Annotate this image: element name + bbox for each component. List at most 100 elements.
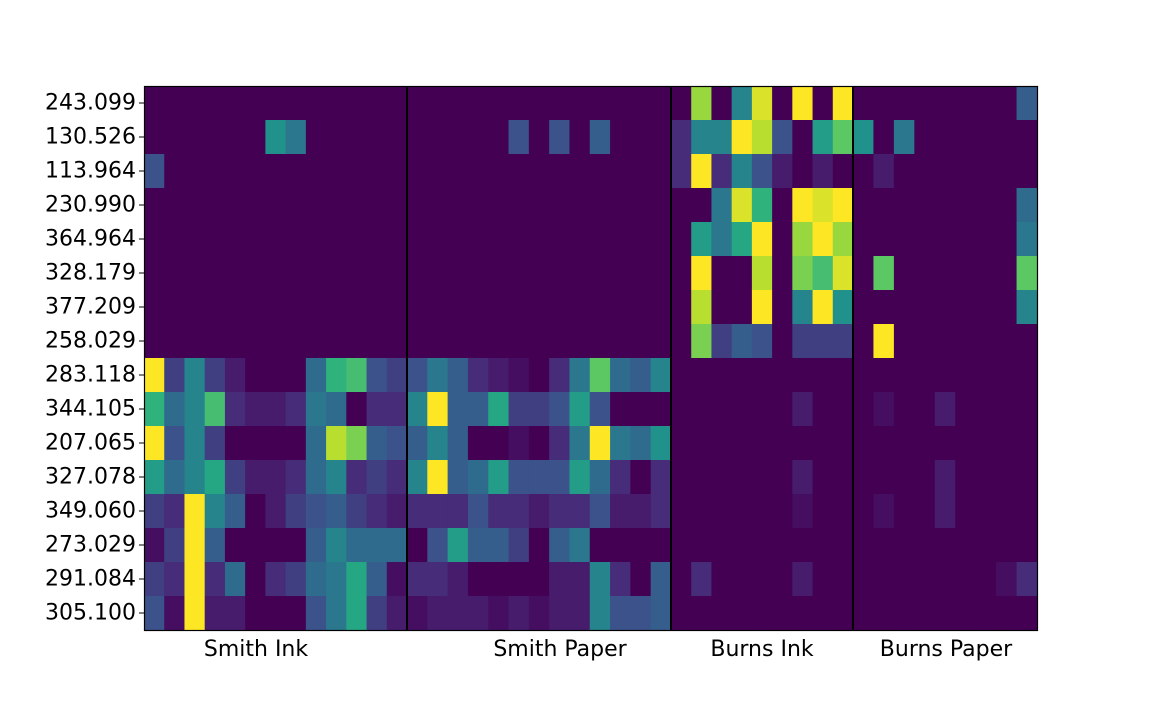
heatmap-cell — [285, 596, 307, 631]
heatmap-cell — [184, 562, 206, 597]
heatmap-cell — [549, 290, 571, 325]
heatmap-cell — [630, 426, 652, 461]
heatmap-cell — [285, 120, 307, 155]
heatmap-cell — [772, 596, 793, 631]
heatmap-cell — [427, 596, 449, 631]
heatmap-cell — [224, 460, 246, 495]
heatmap-cell — [832, 392, 854, 427]
heatmap-cell — [144, 528, 165, 563]
heatmap-cell — [265, 562, 287, 597]
heatmap-cell — [326, 256, 347, 291]
heatmap-cell — [731, 460, 753, 495]
heatmap-cell — [224, 596, 246, 631]
heatmap-cell — [305, 358, 327, 393]
heatmap-cell — [346, 562, 368, 597]
heatmap-cell — [772, 188, 793, 223]
heatmap-cell — [184, 154, 206, 189]
heatmap-cell — [975, 596, 997, 631]
heatmap-cell — [711, 324, 733, 359]
heatmap-cell — [975, 120, 997, 155]
heatmap-cell — [873, 426, 895, 461]
heatmap-cell — [528, 460, 550, 495]
heatmap-cell — [812, 154, 834, 189]
heatmap-cell — [245, 596, 266, 631]
heatmap-cell — [326, 596, 347, 631]
heatmap-cell — [447, 494, 469, 529]
heatmap-cell — [386, 528, 408, 563]
heatmap-cell — [164, 392, 186, 427]
heatmap-cell — [447, 392, 469, 427]
heatmap-cell — [792, 494, 814, 529]
heatmap-cell — [326, 188, 347, 223]
heatmap-cell — [975, 494, 997, 529]
row-label: 349.060 — [45, 499, 136, 524]
heatmap-cell — [671, 392, 692, 427]
heatmap-cell — [184, 392, 206, 427]
heatmap-cell — [691, 86, 713, 121]
heatmap-cell — [427, 426, 449, 461]
heatmap-cell — [204, 290, 226, 325]
heatmap-cell — [711, 120, 733, 155]
heatmap-cell — [224, 494, 246, 529]
heatmap-cell — [427, 86, 449, 121]
heatmap-cell — [488, 426, 510, 461]
heatmap-cell — [447, 188, 469, 223]
heatmap-cell — [873, 460, 895, 495]
heatmap-cell — [549, 494, 571, 529]
heatmap-cell — [366, 324, 388, 359]
heatmap-cell — [711, 290, 733, 325]
heatmap-cell — [832, 256, 854, 291]
heatmap-cell — [144, 290, 165, 325]
heatmap-cell — [650, 120, 672, 155]
heatmap-cell — [671, 290, 692, 325]
heatmap-cell — [549, 120, 571, 155]
heatmap-cell — [508, 596, 530, 631]
group-label: Burns Ink — [710, 637, 814, 662]
heatmap-cell — [873, 324, 895, 359]
heatmap-cell — [366, 188, 388, 223]
heatmap-cell — [204, 120, 226, 155]
heatmap-cell — [386, 392, 408, 427]
heatmap-cell — [893, 86, 915, 121]
heatmap-cell — [508, 86, 530, 121]
heatmap-cell — [569, 86, 591, 121]
heatmap-cell — [508, 528, 530, 563]
heatmap-cell — [386, 324, 408, 359]
heatmap-cell — [346, 460, 368, 495]
heatmap-cell — [955, 596, 977, 631]
heatmap-cell — [812, 426, 834, 461]
heatmap-cell — [731, 426, 753, 461]
heatmap-cell — [164, 290, 186, 325]
heatmap-cell — [528, 562, 550, 597]
heatmap-cell — [184, 460, 206, 495]
heatmap-cell — [589, 494, 611, 529]
heatmap-cell — [975, 154, 997, 189]
heatmap-cell — [832, 562, 854, 597]
heatmap-cell — [528, 426, 550, 461]
heatmap-cell — [691, 154, 713, 189]
heatmap-cell — [671, 120, 692, 155]
heatmap-cell — [265, 460, 287, 495]
heatmap-cell — [610, 256, 631, 291]
heatmap-cell — [305, 154, 327, 189]
heatmap-cell — [792, 222, 814, 257]
heatmap-cell — [245, 460, 266, 495]
heatmap-cell — [996, 222, 1018, 257]
heatmap-cell — [366, 154, 388, 189]
heatmap-cell — [731, 494, 753, 529]
heatmap-cell — [691, 562, 713, 597]
heatmap-cell — [447, 154, 469, 189]
heatmap-cell — [671, 222, 692, 257]
heatmap-cell — [691, 324, 713, 359]
heatmap-cell — [366, 426, 388, 461]
heatmap-cell — [265, 358, 287, 393]
heatmap-cell — [144, 324, 165, 359]
heatmap-cell — [184, 426, 206, 461]
heatmap-cell — [549, 358, 571, 393]
heatmap-cell — [305, 86, 327, 121]
heatmap-cell — [164, 358, 186, 393]
heatmap-cell — [528, 358, 550, 393]
heatmap-cell — [975, 392, 997, 427]
heatmap-cell — [285, 426, 307, 461]
heatmap-cell — [224, 256, 246, 291]
